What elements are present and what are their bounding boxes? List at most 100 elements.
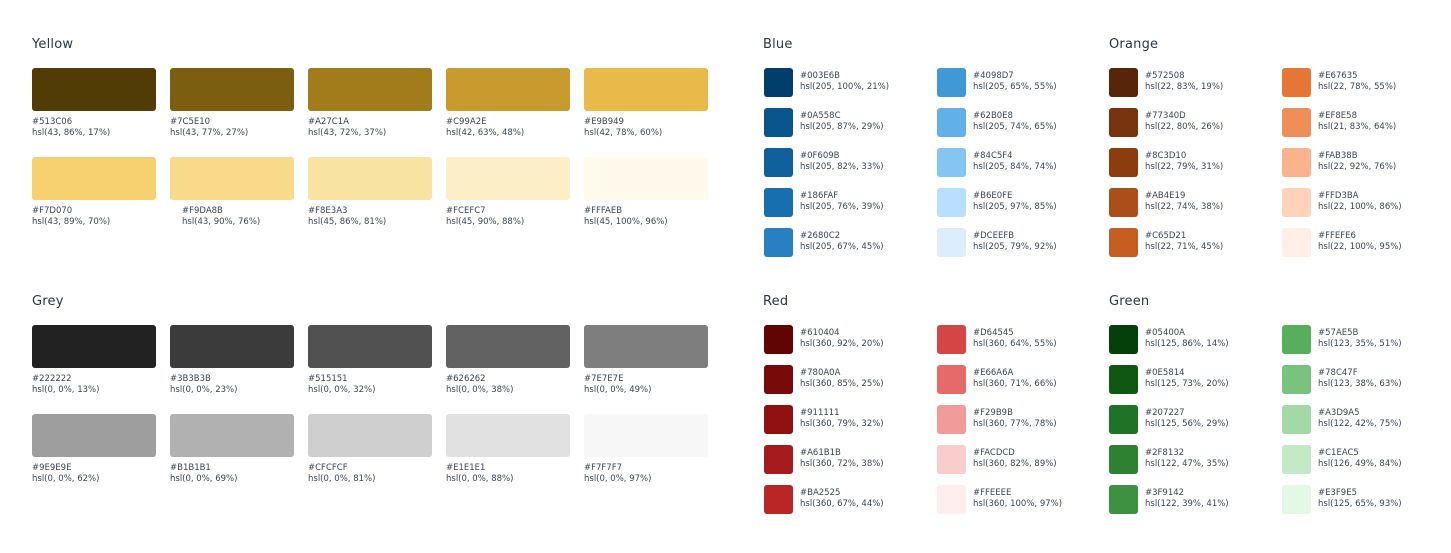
color-chip xyxy=(1109,365,1138,394)
hex-value: #A61B1B xyxy=(800,448,841,458)
hsl-value: hsl(360, 85%, 25%) xyxy=(800,379,884,389)
swatch-label: #911111 hsl(360, 79%, 32%) xyxy=(800,408,884,430)
hex-value: #BA2525 xyxy=(800,488,841,498)
hsl-value: hsl(205, 82%, 33%) xyxy=(800,162,884,172)
swatch-orange-10: #FFEFE6 hsl(22, 100%, 95%) xyxy=(1282,228,1442,257)
swatch-label: #FFD3BA hsl(22, 100%, 86%) xyxy=(1318,191,1402,213)
hsl-value: hsl(125, 73%, 20%) xyxy=(1145,379,1229,389)
swatch-grey-6: #9E9E9E hsl(0, 0%, 62%) xyxy=(32,414,156,485)
swatch-label: #AB4E19 hsl(22, 74%, 38%) xyxy=(1145,191,1223,213)
swatch-red-2: #780A0A hsl(360, 85%, 25%) xyxy=(764,365,924,394)
hex-value: #F7D070 xyxy=(32,206,73,216)
hsl-value: hsl(0, 0%, 62%) xyxy=(32,474,100,484)
hsl-value: hsl(125, 56%, 29%) xyxy=(1145,419,1229,429)
swatch-label: #0E5814 hsl(125, 73%, 20%) xyxy=(1145,368,1229,390)
color-chip xyxy=(1282,188,1311,217)
color-chip xyxy=(937,188,966,217)
hex-value: #FACDCD xyxy=(973,448,1015,458)
hsl-value: hsl(43, 72%, 37%) xyxy=(308,128,387,138)
swatch-label: #DCEEFB hsl(205, 79%, 92%) xyxy=(973,231,1057,253)
hex-value: #84C5F4 xyxy=(973,151,1013,161)
hex-value: #DCEEFB xyxy=(973,231,1015,241)
color-chip xyxy=(937,405,966,434)
color-chip xyxy=(170,157,294,200)
hex-value: #FFD3BA xyxy=(1318,191,1359,201)
swatch-label: #FFFAEB hsl(45, 100%, 96%) xyxy=(584,206,708,228)
swatch-label: #CFCFCF hsl(0, 0%, 81%) xyxy=(308,463,432,485)
hex-value: #FAB38B xyxy=(1318,151,1358,161)
swatch-green-5: #3F9142 hsl(122, 39%, 41%) xyxy=(1109,485,1269,514)
hex-value: #2680C2 xyxy=(800,231,841,241)
swatch-yellow-8: #F8E3A3 hsl(45, 86%, 81%) xyxy=(308,157,432,228)
hsl-value: hsl(360, 64%, 55%) xyxy=(973,339,1057,349)
swatch-label: #A61B1B hsl(360, 72%, 38%) xyxy=(800,448,884,470)
swatch-yellow-5: #E9B949 hsl(42, 78%, 60%) xyxy=(584,68,708,139)
hsl-value: hsl(123, 35%, 51%) xyxy=(1318,339,1402,349)
hsl-value: hsl(360, 79%, 32%) xyxy=(800,419,884,429)
hsl-value: hsl(42, 78%, 60%) xyxy=(584,128,663,138)
swatch-label: #E3F9E5 hsl(125, 65%, 93%) xyxy=(1318,488,1402,510)
hex-value: #7C5E10 xyxy=(170,117,211,127)
hex-value: #626262 xyxy=(446,374,486,384)
color-chip xyxy=(1109,485,1138,514)
swatch-blue-3: #0F609B hsl(205, 82%, 33%) xyxy=(764,148,924,177)
hex-value: #7E7E7E xyxy=(584,374,624,384)
color-chip xyxy=(308,68,432,111)
hsl-value: hsl(125, 86%, 14%) xyxy=(1145,339,1229,349)
color-chip xyxy=(446,414,570,457)
hsl-value: hsl(125, 65%, 93%) xyxy=(1318,499,1402,509)
hex-value: #AB4E19 xyxy=(1145,191,1186,201)
swatch-grey-7: #B1B1B1 hsl(0, 0%, 69%) xyxy=(170,414,294,485)
color-chip xyxy=(32,325,156,368)
color-chip xyxy=(446,68,570,111)
hsl-value: hsl(360, 67%, 44%) xyxy=(800,499,884,509)
hex-value: #A27C1A xyxy=(308,117,349,127)
swatch-label: #C1EAC5 hsl(126, 49%, 84%) xyxy=(1318,448,1402,470)
swatch-label: #F7F7F7 hsl(0, 0%, 97%) xyxy=(584,463,708,485)
swatch-label: #E66A6A hsl(360, 71%, 66%) xyxy=(973,368,1057,390)
swatch-green-1: #05400A hsl(125, 86%, 14%) xyxy=(1109,325,1269,354)
hsl-value: hsl(360, 71%, 66%) xyxy=(973,379,1057,389)
swatch-blue-5: #2680C2 hsl(205, 67%, 45%) xyxy=(764,228,924,257)
hsl-value: hsl(205, 65%, 55%) xyxy=(973,82,1057,92)
swatch-orange-2: #77340D hsl(22, 80%, 26%) xyxy=(1109,108,1269,137)
color-chip xyxy=(170,414,294,457)
swatch-label: #C65D21 hsl(22, 71%, 45%) xyxy=(1145,231,1223,253)
swatch-label: #7C5E10 hsl(43, 77%, 27%) xyxy=(170,117,294,139)
hsl-value: hsl(22, 100%, 95%) xyxy=(1318,242,1402,252)
swatch-green-3: #207227 hsl(125, 56%, 29%) xyxy=(1109,405,1269,434)
hex-value: #186FAF xyxy=(800,191,839,201)
swatch-label: #8C3D10 hsl(22, 79%, 31%) xyxy=(1145,151,1223,173)
hsl-value: hsl(22, 100%, 86%) xyxy=(1318,202,1402,212)
hsl-value: hsl(43, 89%, 70%) xyxy=(32,217,111,227)
swatch-yellow-4: #C99A2E hsl(42, 63%, 48%) xyxy=(446,68,570,139)
swatch-yellow-2: #7C5E10 hsl(43, 77%, 27%) xyxy=(170,68,294,139)
swatch-red-4: #A61B1B hsl(360, 72%, 38%) xyxy=(764,445,924,474)
swatch-blue-8: #84C5F4 hsl(205, 84%, 74%) xyxy=(937,148,1097,177)
swatch-label: #E9B949 hsl(42, 78%, 60%) xyxy=(584,117,708,139)
swatch-blue-2: #0A558C hsl(205, 87%, 29%) xyxy=(764,108,924,137)
swatch-grey-5: #7E7E7E hsl(0, 0%, 49%) xyxy=(584,325,708,396)
hsl-value: hsl(42, 63%, 48%) xyxy=(446,128,525,138)
swatch-label: #F9DA8B hsl(43, 90%, 76%) xyxy=(170,206,294,228)
color-chip xyxy=(1282,325,1311,354)
hex-value: #D64545 xyxy=(973,328,1014,338)
hex-value: #F9DA8B xyxy=(182,206,223,216)
color-chip xyxy=(764,485,793,514)
hsl-value: hsl(22, 71%, 45%) xyxy=(1145,242,1224,252)
swatch-blue-4: #186FAF hsl(205, 76%, 39%) xyxy=(764,188,924,217)
swatch-green-7: #78C47F hsl(123, 38%, 63%) xyxy=(1282,365,1442,394)
color-chip xyxy=(1109,68,1138,97)
swatch-grey-9: #E1E1E1 hsl(0, 0%, 88%) xyxy=(446,414,570,485)
color-chip xyxy=(764,148,793,177)
hsl-value: hsl(360, 100%, 97%) xyxy=(973,499,1063,509)
swatch-yellow-3: #A27C1A hsl(43, 72%, 37%) xyxy=(308,68,432,139)
hsl-value: hsl(360, 72%, 38%) xyxy=(800,459,884,469)
swatch-label: #FFEFE6 hsl(22, 100%, 95%) xyxy=(1318,231,1402,253)
swatch-label: #A27C1A hsl(43, 72%, 37%) xyxy=(308,117,432,139)
swatch-label: #F7D070 hsl(43, 89%, 70%) xyxy=(32,206,156,228)
hsl-value: hsl(22, 92%, 76%) xyxy=(1318,162,1397,172)
swatch-label: #F8E3A3 hsl(45, 86%, 81%) xyxy=(308,206,432,228)
swatch-label: #2680C2 hsl(205, 67%, 45%) xyxy=(800,231,884,253)
hsl-value: hsl(0, 0%, 69%) xyxy=(170,474,238,484)
